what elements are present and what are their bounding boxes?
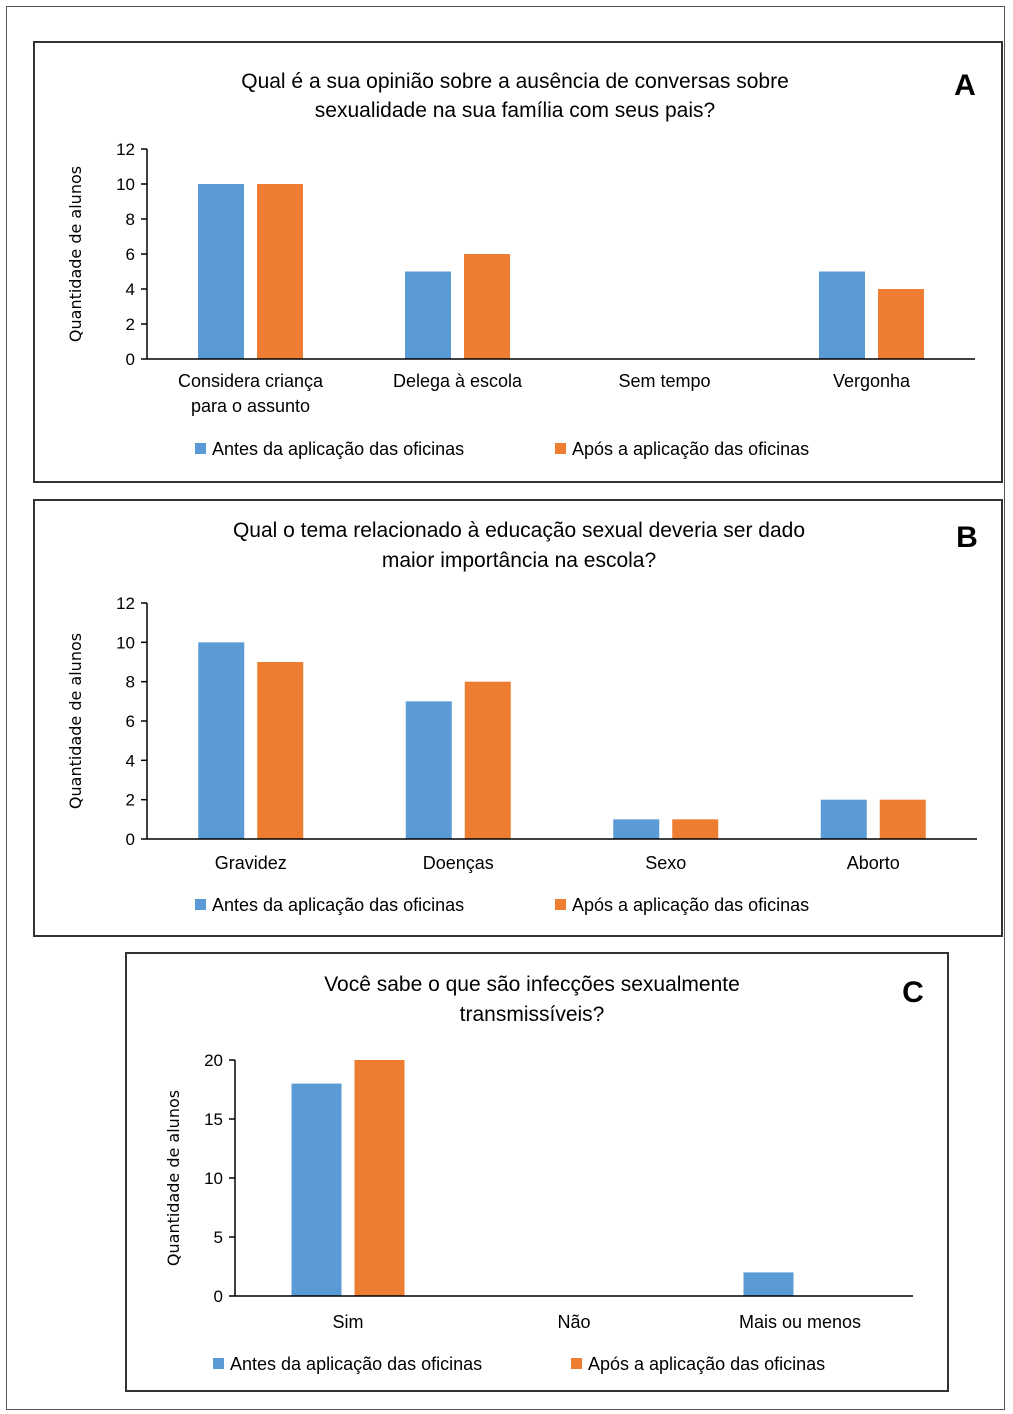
chart-b-category-label: Doenças xyxy=(423,853,494,873)
chart-a-bar-apos xyxy=(464,254,510,359)
chart-a-category-label: Vergonha xyxy=(833,371,911,391)
chart-a-svg: Qual é a sua opinião sobre a ausência de… xyxy=(66,69,976,459)
chart-a-title-line: sexualidade na sua família com seus pais… xyxy=(315,99,715,122)
chart-c-y-axis-label: Quantidade de alunos xyxy=(164,1090,183,1266)
chart-b-y-tick-label: 6 xyxy=(126,712,135,731)
chart-a-bar-antes xyxy=(198,184,244,359)
figure-frame: Qual é a sua opinião sobre a ausência de… xyxy=(6,6,1005,1410)
chart-b-bar-apos xyxy=(257,662,304,839)
chart-b-bar-apos xyxy=(879,799,926,839)
chart-b-category-label: Aborto xyxy=(847,853,900,873)
chart-panel-a: Qual é a sua opinião sobre a ausência de… xyxy=(33,41,1003,483)
chart-a-legend-swatch-antes xyxy=(195,443,206,454)
chart-c-legend-swatch-antes xyxy=(213,1358,224,1369)
chart-a-legend-label-antes: Antes da aplicação das oficinas xyxy=(212,439,464,459)
chart-b-bar-antes xyxy=(405,701,452,839)
chart-a-bar-apos xyxy=(257,184,303,359)
chart-b-y-axis-label: Quantidade de alunos xyxy=(66,633,85,809)
chart-c-y-tick-label: 15 xyxy=(204,1110,223,1129)
chart-b-y-tick-label: 12 xyxy=(116,594,135,613)
chart-a-bar-apos xyxy=(878,289,924,359)
chart-a-y-tick-label: 2 xyxy=(126,315,135,334)
chart-c-legend-label-antes: Antes da aplicação das oficinas xyxy=(230,1354,482,1374)
chart-b-y-tick-label: 8 xyxy=(126,673,135,692)
chart-a-panel-letter: A xyxy=(954,69,976,102)
chart-b-bar-antes xyxy=(820,799,867,839)
chart-b-title-line: maior importância na escola? xyxy=(382,549,656,572)
chart-c-legend-swatch-apos xyxy=(571,1358,582,1369)
chart-panel-c: Você sabe o que são infecções sexualment… xyxy=(125,952,949,1392)
chart-b-legend-label-antes: Antes da aplicação das oficinas xyxy=(212,895,464,915)
chart-b-category-label: Gravidez xyxy=(215,853,287,873)
chart-a-title-line: Qual é a sua opinião sobre a ausência de… xyxy=(241,70,789,93)
chart-a-y-tick-label: 12 xyxy=(116,140,135,159)
chart-b-bar-apos xyxy=(672,819,719,839)
chart-a-category-label: Considera criança xyxy=(178,371,324,391)
chart-c-y-tick-label: 5 xyxy=(214,1228,223,1247)
chart-a-bar-antes xyxy=(819,271,865,359)
chart-a-y-tick-label: 0 xyxy=(126,350,135,369)
chart-c-y-tick-label: 0 xyxy=(214,1287,223,1306)
chart-c-bar-antes xyxy=(743,1272,794,1296)
chart-a-legend-swatch-apos xyxy=(555,443,566,454)
chart-b-bar-antes xyxy=(198,642,245,839)
chart-a-bar-antes xyxy=(405,271,451,359)
chart-a-y-tick-label: 6 xyxy=(126,245,135,264)
chart-a-legend-label-apos: Após a aplicação das oficinas xyxy=(572,439,809,459)
chart-b-panel-letter: B xyxy=(956,521,978,554)
chart-c-panel-letter: C xyxy=(902,976,924,1009)
chart-c-bar-apos xyxy=(354,1060,405,1296)
chart-c-svg: Você sabe o que são infecções sexualment… xyxy=(164,973,924,1374)
chart-b-legend-swatch-apos xyxy=(555,899,566,910)
chart-b-bar-antes xyxy=(613,819,660,839)
chart-c-category-label: Não xyxy=(557,1312,590,1332)
chart-a-category-label: Delega à escola xyxy=(393,371,523,391)
chart-b-legend-swatch-antes xyxy=(195,899,206,910)
chart-c-category-label: Mais ou menos xyxy=(739,1312,861,1332)
chart-a-category-label: para o assunto xyxy=(191,396,310,416)
chart-b-y-tick-label: 10 xyxy=(116,633,135,652)
chart-a-y-tick-label: 10 xyxy=(116,175,135,194)
chart-b-y-tick-label: 2 xyxy=(126,791,135,810)
chart-c-category-label: Sim xyxy=(333,1312,364,1332)
chart-a-category-label: Sem tempo xyxy=(618,371,710,391)
chart-c-y-tick-label: 20 xyxy=(204,1051,223,1070)
chart-a-y-axis-label: Quantidade de alunos xyxy=(66,166,85,342)
chart-a-y-tick-label: 4 xyxy=(126,280,135,299)
chart-b-category-label: Sexo xyxy=(645,853,686,873)
chart-b-title-line: Qual o tema relacionado à educação sexua… xyxy=(233,519,805,542)
chart-b-y-tick-label: 4 xyxy=(126,751,135,770)
chart-panel-b: Qual o tema relacionado à educação sexua… xyxy=(33,499,1003,937)
chart-b-legend-label-apos: Após a aplicação das oficinas xyxy=(572,895,809,915)
chart-c-title-line: Você sabe o que são infecções sexualment… xyxy=(324,973,740,996)
chart-c-bar-antes xyxy=(291,1083,342,1296)
chart-c-y-tick-label: 10 xyxy=(204,1169,223,1188)
chart-c-legend-label-apos: Após a aplicação das oficinas xyxy=(588,1354,825,1374)
chart-a-y-tick-label: 8 xyxy=(126,210,135,229)
chart-b-y-tick-label: 0 xyxy=(126,830,135,849)
chart-b-bar-apos xyxy=(464,681,511,839)
chart-c-title-line: transmissíveis? xyxy=(460,1003,605,1026)
chart-b-svg: Qual o tema relacionado à educação sexua… xyxy=(66,519,978,915)
